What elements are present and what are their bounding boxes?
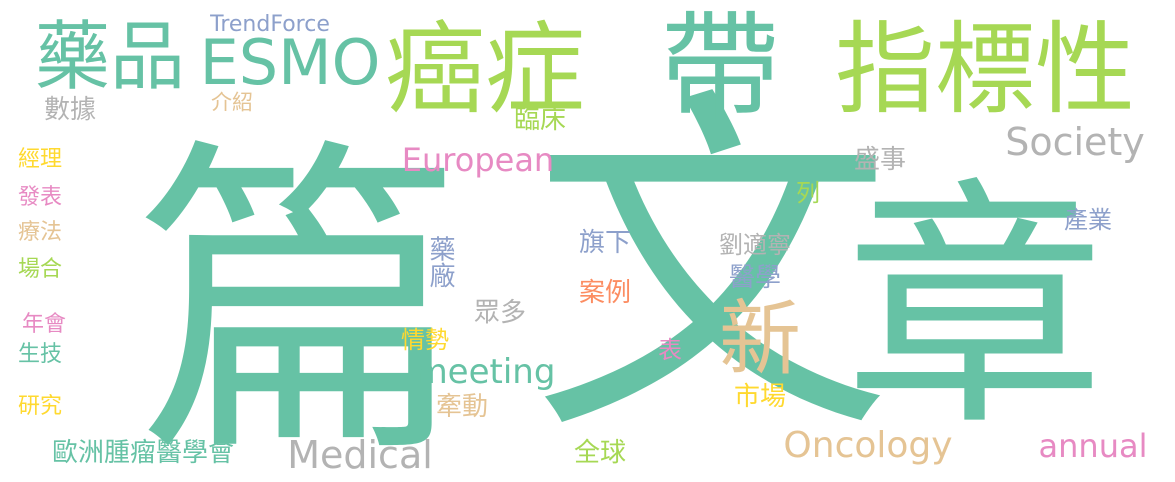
word-publish: 發表 (17, 185, 63, 210)
word-situation: 情勢 (401, 326, 449, 354)
word-zhang: 章 (845, 159, 1105, 461)
word-european: European (401, 141, 555, 179)
word-subsidiary: 旗下 (578, 228, 632, 258)
word-numerous: 眾多 (473, 298, 527, 328)
word-annual: annual (1038, 427, 1148, 465)
word-list: 列 (796, 179, 820, 207)
word-market: 市場 (733, 382, 787, 412)
word-global: 全球 (573, 438, 627, 468)
word-therapy: 療法 (17, 220, 63, 245)
word-esmo: ESMO (199, 26, 381, 99)
word-clinical: 臨床 (513, 105, 567, 135)
word-wen: 文 (532, 60, 892, 479)
word-esmo-chinese: 歐洲腫瘤醫學會 (51, 438, 235, 468)
word-occasion: 場合 (17, 257, 63, 282)
word-meeting: meeting (414, 352, 556, 392)
word-case: 案例 (578, 278, 632, 308)
word-affect: 牽動 (435, 392, 489, 422)
word-table: 表 (658, 336, 682, 364)
word-oncology: Oncology (783, 425, 953, 466)
word-industry: 產業 (1064, 206, 1112, 234)
word-dai: 帶 (660, 0, 780, 139)
word-annual-meeting: 年會 (21, 312, 67, 337)
word-medical: Medical (287, 433, 433, 477)
word-drugs: 藥品 (34, 12, 186, 101)
word-person-name: 劉適寧 (719, 231, 791, 259)
word-biotech: 生技 (17, 342, 63, 367)
word-research: 研究 (17, 394, 63, 419)
word-society: Society (1005, 120, 1145, 164)
word-pharma: 藥廠 (425, 235, 455, 289)
word-medicine: 醫學 (728, 263, 782, 293)
word-new: 新 (718, 292, 802, 387)
word-manager: 經理 (17, 147, 63, 172)
word-data: 數據 (43, 95, 97, 125)
word-grand-event: 盛事 (853, 145, 907, 175)
word-benchmark: 指標性 (835, 11, 1135, 128)
word-trendforce: TrendForce (210, 12, 330, 37)
word-introduce: 介紹 (211, 90, 253, 115)
word-pian: 篇 (135, 113, 465, 482)
word-cancer: 癌症 (385, 11, 585, 128)
